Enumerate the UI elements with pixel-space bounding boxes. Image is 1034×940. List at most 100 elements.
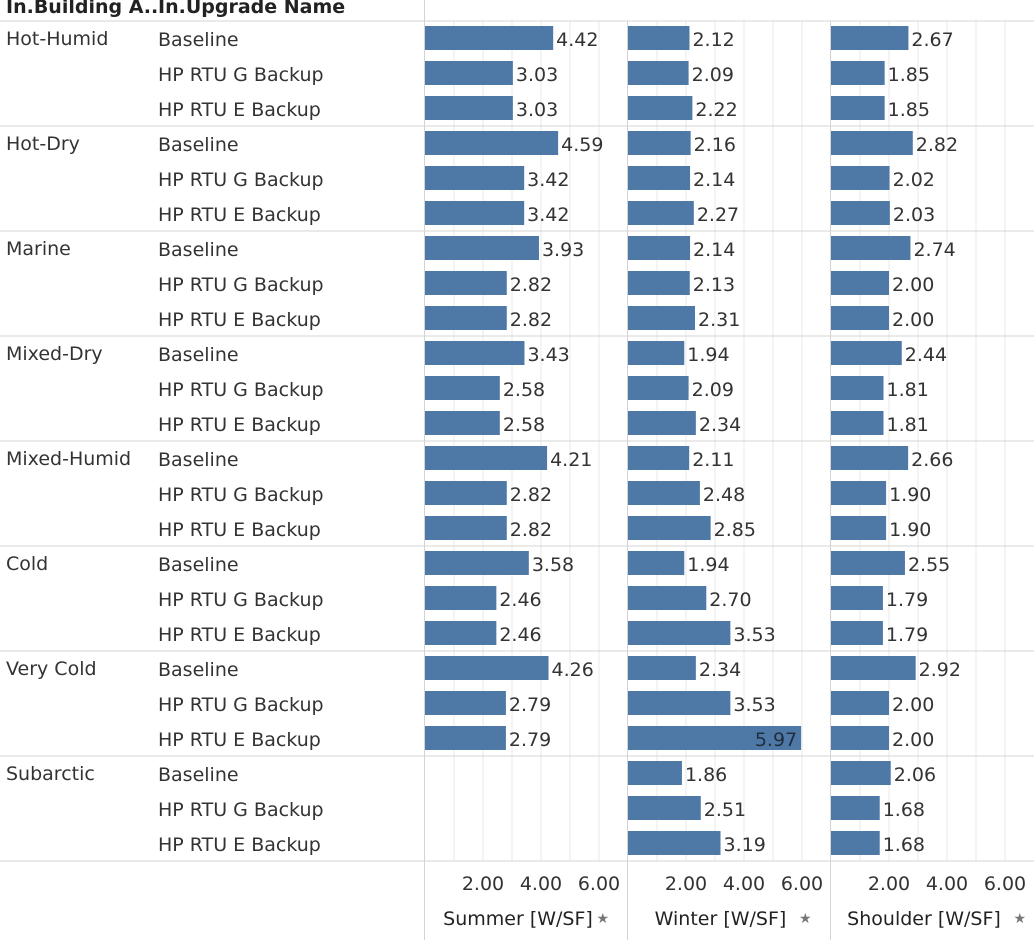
bar-value-label: 2.02	[893, 169, 935, 191]
bar-value-label: 1.90	[889, 484, 931, 506]
bar[interactable]	[425, 376, 500, 400]
bar[interactable]	[425, 61, 513, 85]
bar[interactable]	[831, 341, 902, 365]
bar[interactable]	[831, 201, 890, 225]
bar[interactable]	[831, 166, 890, 190]
bar-value-label: 2.66	[911, 449, 953, 471]
bar[interactable]	[425, 586, 497, 610]
upgrade-label: HP RTU E Backup	[158, 99, 321, 121]
upgrade-label: HP RTU G Backup	[158, 589, 324, 611]
axis-title[interactable]: Shoulder [W/SF]	[847, 908, 1001, 930]
bar[interactable]	[425, 96, 513, 120]
axis-title[interactable]: Winter [W/SF]	[655, 908, 787, 930]
bar[interactable]	[425, 306, 507, 330]
bar[interactable]	[425, 446, 548, 470]
bar[interactable]	[831, 26, 909, 50]
bar[interactable]	[831, 271, 889, 295]
bar[interactable]	[831, 446, 909, 470]
bar[interactable]	[628, 516, 711, 540]
upgrade-label: Baseline	[158, 134, 239, 156]
bar[interactable]	[425, 236, 539, 260]
bar[interactable]	[628, 726, 802, 750]
bar[interactable]	[831, 796, 880, 820]
bar[interactable]	[425, 516, 507, 540]
bar[interactable]	[628, 341, 685, 365]
x-tick-label: 2.00	[665, 873, 707, 895]
bar[interactable]	[831, 96, 885, 120]
bar[interactable]	[831, 516, 887, 540]
bar[interactable]	[831, 236, 911, 260]
bar[interactable]	[628, 271, 690, 295]
bar[interactable]	[628, 26, 690, 50]
bar[interactable]	[425, 621, 497, 645]
bar[interactable]	[831, 691, 889, 715]
bar[interactable]	[628, 691, 731, 715]
pin-icon[interactable]: ★	[799, 911, 812, 927]
bar-value-label: 4.21	[550, 449, 592, 471]
bar[interactable]	[628, 376, 689, 400]
bar[interactable]	[831, 586, 883, 610]
pin-icon[interactable]: ★	[1014, 911, 1027, 927]
bar[interactable]	[425, 691, 506, 715]
bar[interactable]	[425, 656, 549, 680]
bar[interactable]	[425, 341, 525, 365]
bar[interactable]	[628, 831, 721, 855]
bar[interactable]	[831, 831, 880, 855]
bar[interactable]	[628, 201, 694, 225]
axis-title[interactable]: Summer [W/SF]	[443, 908, 593, 930]
group-label: Hot-Dry	[6, 133, 80, 155]
bar[interactable]	[628, 551, 685, 575]
bar[interactable]	[831, 411, 884, 435]
bar[interactable]	[831, 656, 916, 680]
bar-value-label: 3.19	[724, 834, 766, 856]
bar[interactable]	[628, 586, 707, 610]
bar[interactable]	[425, 131, 559, 155]
bar-value-label: 2.82	[510, 484, 552, 506]
bar[interactable]	[628, 236, 691, 260]
bar[interactable]	[831, 131, 913, 155]
bar-value-label: 4.42	[556, 29, 598, 51]
bar[interactable]	[425, 551, 529, 575]
bar[interactable]	[628, 621, 731, 645]
bar[interactable]	[628, 131, 691, 155]
bar[interactable]	[831, 306, 889, 330]
bar-value-label: 1.81	[886, 414, 928, 436]
bar[interactable]	[628, 796, 701, 820]
bar[interactable]	[628, 446, 690, 470]
bar[interactable]	[628, 166, 691, 190]
bar[interactable]	[831, 761, 891, 785]
bar[interactable]	[628, 61, 689, 85]
bar[interactable]	[628, 411, 696, 435]
bar[interactable]	[831, 61, 885, 85]
bar[interactable]	[831, 376, 884, 400]
bar-value-label: 2.46	[499, 589, 541, 611]
header-building-area[interactable]: In.Building A..	[6, 0, 159, 18]
bar[interactable]	[425, 481, 507, 505]
bar-value-label: 2.82	[510, 309, 552, 331]
bar[interactable]	[425, 411, 500, 435]
bar[interactable]	[425, 726, 506, 750]
bar[interactable]	[425, 166, 525, 190]
group-label: Marine	[6, 238, 71, 260]
bar-value-label: 2.16	[694, 134, 736, 156]
bar-value-label: 2.74	[913, 239, 955, 261]
bar[interactable]	[425, 26, 554, 50]
bar[interactable]	[628, 306, 695, 330]
pin-icon[interactable]: ★	[597, 911, 610, 927]
bar-value-label: 2.00	[892, 729, 934, 751]
bar-value-label: 2.34	[699, 414, 741, 436]
bar[interactable]	[628, 656, 696, 680]
bar[interactable]	[628, 481, 700, 505]
bar[interactable]	[628, 96, 693, 120]
bar[interactable]	[831, 481, 887, 505]
bar[interactable]	[831, 621, 883, 645]
bar[interactable]	[831, 551, 905, 575]
bar-value-label: 2.85	[714, 519, 756, 541]
header-upgrade-name[interactable]: In.Upgrade Name	[158, 0, 346, 18]
bar[interactable]	[628, 761, 682, 785]
bar[interactable]	[425, 201, 525, 225]
bar-value-label: 2.58	[503, 379, 545, 401]
bar[interactable]	[831, 726, 889, 750]
bar[interactable]	[425, 271, 507, 295]
